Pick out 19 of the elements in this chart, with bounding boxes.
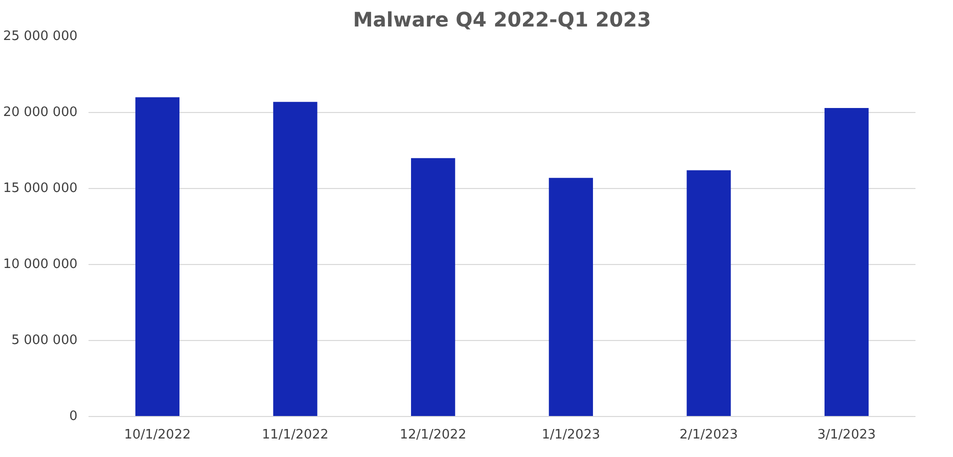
bar xyxy=(135,97,180,416)
x-tick-label: 11/1/2022 xyxy=(262,428,329,442)
bar xyxy=(686,170,731,416)
x-tick-label: 2/1/2023 xyxy=(680,428,738,442)
x-tick-label: 12/1/2022 xyxy=(400,428,466,442)
bar xyxy=(273,102,318,416)
x-tick-label: 1/1/2023 xyxy=(542,428,600,442)
y-tick-label: 20 000 000 xyxy=(3,105,78,120)
x-tick-label: 10/1/2022 xyxy=(124,428,191,442)
y-tick-label: 10 000 000 xyxy=(3,257,78,272)
chart-title: Malware Q4 2022-Q1 2023 xyxy=(352,8,652,32)
bar xyxy=(411,158,456,416)
y-tick-label: 25 000 000 xyxy=(3,29,78,44)
y-tick-label: 5 000 000 xyxy=(11,333,78,348)
bar xyxy=(824,108,869,416)
x-tick-label: 3/1/2023 xyxy=(817,428,876,442)
y-tick-label: 15 000 000 xyxy=(3,181,78,196)
y-tick-label: 0 xyxy=(69,409,78,424)
bar xyxy=(548,178,593,416)
